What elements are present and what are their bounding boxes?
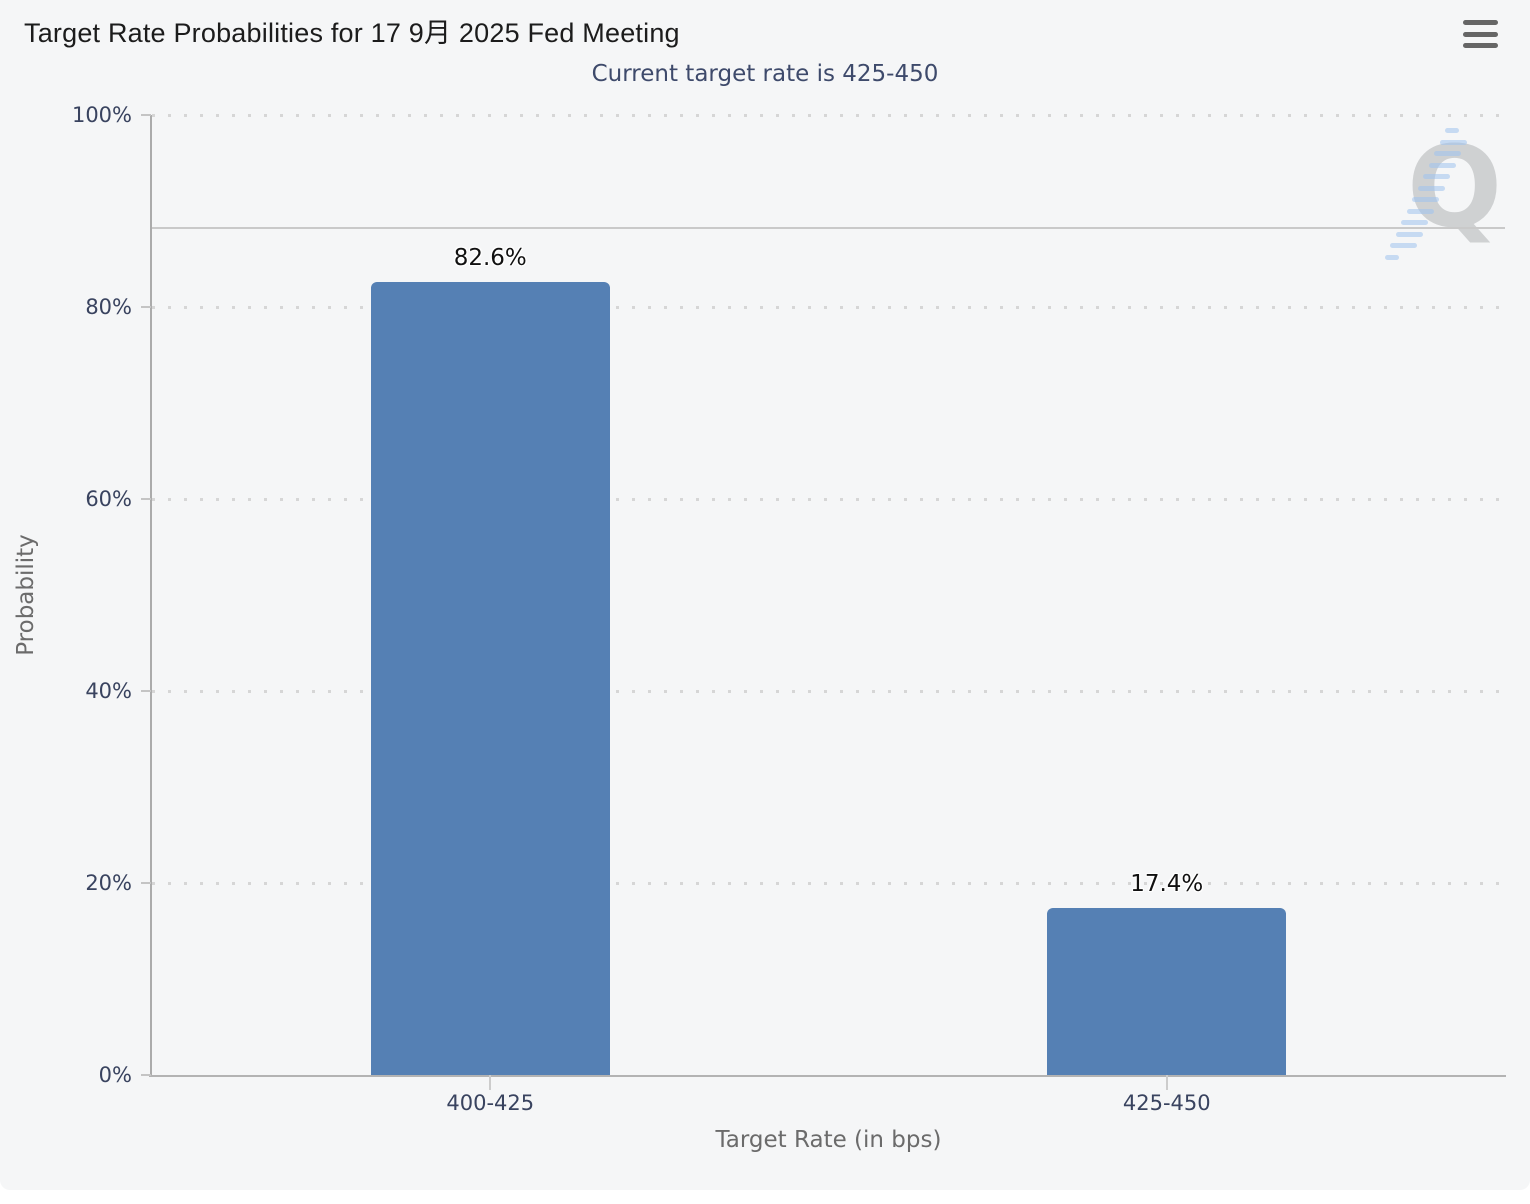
bar-value-label: 82.6%: [453, 245, 527, 272]
plot-area: 82.6% 17.4%: [149, 114, 1506, 1090]
y-axis-title: Probability: [13, 534, 39, 656]
hamburger-icon: [1463, 31, 1498, 37]
y-tick-mark: [141, 306, 151, 308]
y-axis-line: [150, 115, 152, 1075]
x-axis-title: Target Rate (in bps): [715, 1127, 942, 1153]
y-gridline: [152, 498, 1505, 501]
y-tick-label: 40%: [85, 679, 132, 703]
bar-value-label: 17.4%: [1130, 870, 1204, 897]
y-gridline: [152, 306, 1505, 309]
y-gridline: [152, 882, 1505, 885]
y-tick-label: 20%: [85, 871, 132, 895]
x-category-label-425-450: 425-450: [1122, 1091, 1211, 1115]
bar-cell-425-450: 17.4%: [1047, 115, 1287, 1075]
y-tick-mark: [141, 690, 151, 692]
y-tick-mark: [141, 114, 151, 116]
y-gridline: [152, 690, 1505, 693]
y-tick-mark: [141, 498, 151, 500]
y-tick-label: 0%: [98, 1063, 132, 1087]
y-tick-mark: [141, 882, 151, 884]
y-tick-label: 100%: [71, 103, 132, 127]
x-axis-line: [149, 1075, 1506, 1077]
x-tick-mark: [1165, 1075, 1168, 1090]
x-category-label-400-425: 400-425: [446, 1091, 535, 1115]
y-tick-mark: [141, 1074, 151, 1076]
chart-context-menu-button[interactable]: [1462, 19, 1499, 49]
chart-subtitle: Current target rate is 425-450: [591, 61, 939, 87]
hamburger-icon: [1463, 20, 1498, 25]
y-gridline: [152, 114, 1505, 117]
chart-title: Target Rate Probabilities for 17 9月 2025…: [24, 18, 680, 48]
bar-400-425[interactable]: [370, 282, 610, 1075]
bar-425-450[interactable]: [1047, 907, 1287, 1075]
x-tick-mark: [489, 1075, 492, 1090]
hamburger-icon: [1463, 43, 1498, 48]
y-tick-label: 60%: [85, 487, 132, 511]
bar-cell-400-425: 82.6%: [370, 115, 610, 1075]
y-tick-label: 80%: [85, 295, 132, 319]
reference-line: [152, 227, 1505, 230]
